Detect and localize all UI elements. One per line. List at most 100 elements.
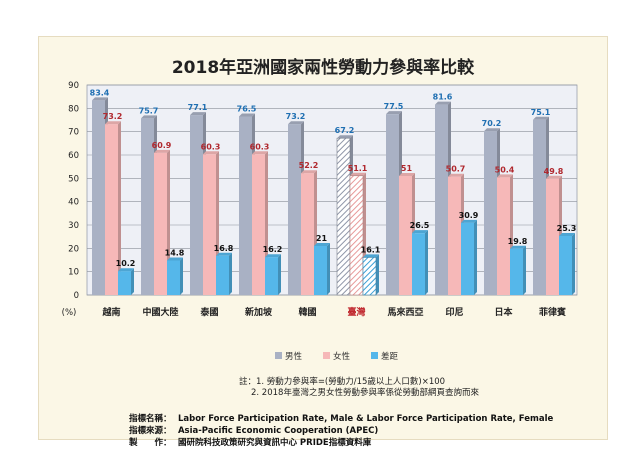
x-tick-label: 菲律賓 [539, 306, 566, 318]
bar-女性-臺灣 [349, 175, 364, 296]
bar-top [301, 170, 317, 174]
bar-top [533, 116, 549, 120]
indicator-name-row: 指標名稱： Labor Force Participation Rate, Ma… [129, 413, 553, 425]
bar-差距-馬來西亞 [412, 233, 425, 295]
bar-top [288, 121, 304, 125]
chart-title: 2018年亞洲國家兩性勞動力參與率比較 [172, 57, 475, 78]
bar-top [190, 112, 206, 116]
legend-swatch [371, 352, 378, 359]
x-tick-label: 日本 [494, 306, 513, 318]
y-tick-label: 30 [68, 221, 79, 231]
bar-差距-中國大陸 [167, 260, 180, 295]
indicator-source-row: 指標來源： Asia-Pacific Economic Cooperation … [129, 425, 553, 437]
bar-top [216, 252, 232, 256]
bar-差距-菲律賓 [559, 235, 572, 295]
bar-side [131, 268, 134, 295]
data-label: 60.9 [152, 141, 172, 150]
bar-top [559, 232, 575, 236]
y-tick-label: 70 [68, 128, 79, 138]
bar-top [435, 101, 451, 105]
data-label: 67.2 [335, 126, 355, 135]
legend-swatch [323, 352, 330, 359]
y-tick-label: 80 [68, 104, 79, 114]
bar-top [252, 151, 268, 155]
y-tick-label: 10 [68, 268, 79, 278]
bar-top [92, 97, 108, 101]
data-label: 14.8 [165, 248, 185, 257]
bar-top [546, 175, 562, 179]
bar-side [425, 230, 428, 295]
bar-side [327, 243, 330, 295]
indicator-maker-value: 國研院科技政策研究與資訊中心 PRIDE指標資料庫 [177, 438, 372, 448]
x-tick-label: 越南 [101, 306, 120, 318]
bar-差距-泰國 [216, 255, 229, 295]
bar-top [484, 128, 500, 132]
bar-side [376, 254, 379, 295]
data-label: 21 [316, 234, 328, 243]
data-label: 60.3 [201, 142, 221, 151]
bar-top [399, 173, 415, 176]
bar-top [203, 151, 219, 155]
bar-top [141, 115, 157, 119]
bar-top [448, 173, 464, 177]
x-tick-label: 印尼 [445, 306, 463, 318]
bar-男性-臺灣 [336, 137, 351, 296]
bar-女性-菲律賓 [546, 178, 559, 295]
bar-女性-泰國 [203, 154, 216, 295]
bar-男性-中國大陸 [141, 118, 154, 295]
bar-top [350, 172, 366, 176]
data-label: 19.8 [508, 237, 528, 246]
data-label: 81.6 [433, 93, 453, 102]
bar-女性-日本 [497, 177, 510, 295]
legend-label: 女性 [333, 351, 351, 362]
bar-side [180, 257, 183, 295]
bar-chart: 2018年亞洲國家兩性勞動力參與率比較 0 10 20 30 40 50 60 70 80 90 (%… [62, 57, 578, 362]
y-tick-label: 50 [68, 174, 79, 184]
y-tick-label: 40 [68, 198, 79, 208]
bar-top [118, 268, 134, 272]
bar-差距-日本 [510, 248, 523, 295]
bar-女性-韓國 [301, 173, 314, 295]
bar-side [474, 219, 477, 295]
legend-label: 男性 [285, 351, 303, 362]
bar-top [412, 230, 428, 234]
bar-差距-印尼 [461, 222, 474, 295]
indicator-info: 指標名稱： Labor Force Participation Rate, Ma… [129, 413, 553, 449]
bar-差距-新加坡 [265, 257, 278, 295]
indicator-source-value: Asia-Pacific Economic Cooperation (APEC) [177, 426, 379, 436]
x-tick-label: 韓國 [298, 306, 316, 318]
bar-男性-泰國 [190, 115, 203, 295]
indicator-maker-row: 製 作： 國研院科技政策研究與資訊中心 PRIDE指標資料庫 [129, 437, 553, 449]
indicator-maker-label: 製 作： [129, 438, 172, 448]
legend-label: 差距 [381, 351, 399, 362]
data-label: 51.1 [348, 164, 368, 173]
data-label: 75.1 [531, 108, 551, 117]
bar-side [572, 232, 575, 295]
data-label: 30.9 [459, 211, 479, 220]
x-tick-label: 馬來西亞 [386, 306, 423, 318]
data-label: 83.4 [90, 88, 110, 97]
data-label: 73.2 [286, 112, 306, 121]
bar-男性-日本 [484, 131, 497, 295]
data-label: 77.5 [384, 102, 404, 111]
data-label: 73.2 [103, 112, 123, 121]
y-tick-label: 20 [68, 244, 79, 254]
indicator-source-label: 指標來源： [129, 426, 172, 436]
y-tick-label: 60 [68, 151, 79, 161]
data-label: 76.5 [237, 105, 257, 114]
bar-差距-臺灣 [362, 257, 377, 296]
bar-top [510, 245, 526, 249]
y-axis-label: (%) [62, 308, 77, 318]
data-label: 60.3 [250, 142, 270, 151]
data-label: 49.8 [544, 167, 564, 176]
bar-女性-中國大陸 [154, 152, 167, 295]
bar-男性-印尼 [435, 104, 448, 295]
bar-女性-印尼 [448, 176, 461, 295]
bar-女性-新加坡 [252, 154, 265, 295]
bar-男性-馬來西亞 [386, 114, 399, 296]
bar-top [314, 243, 330, 246]
data-label: 16.2 [263, 245, 283, 254]
bar-top [337, 135, 353, 139]
bar-top [265, 254, 281, 258]
bar-差距-韓國 [314, 246, 327, 295]
